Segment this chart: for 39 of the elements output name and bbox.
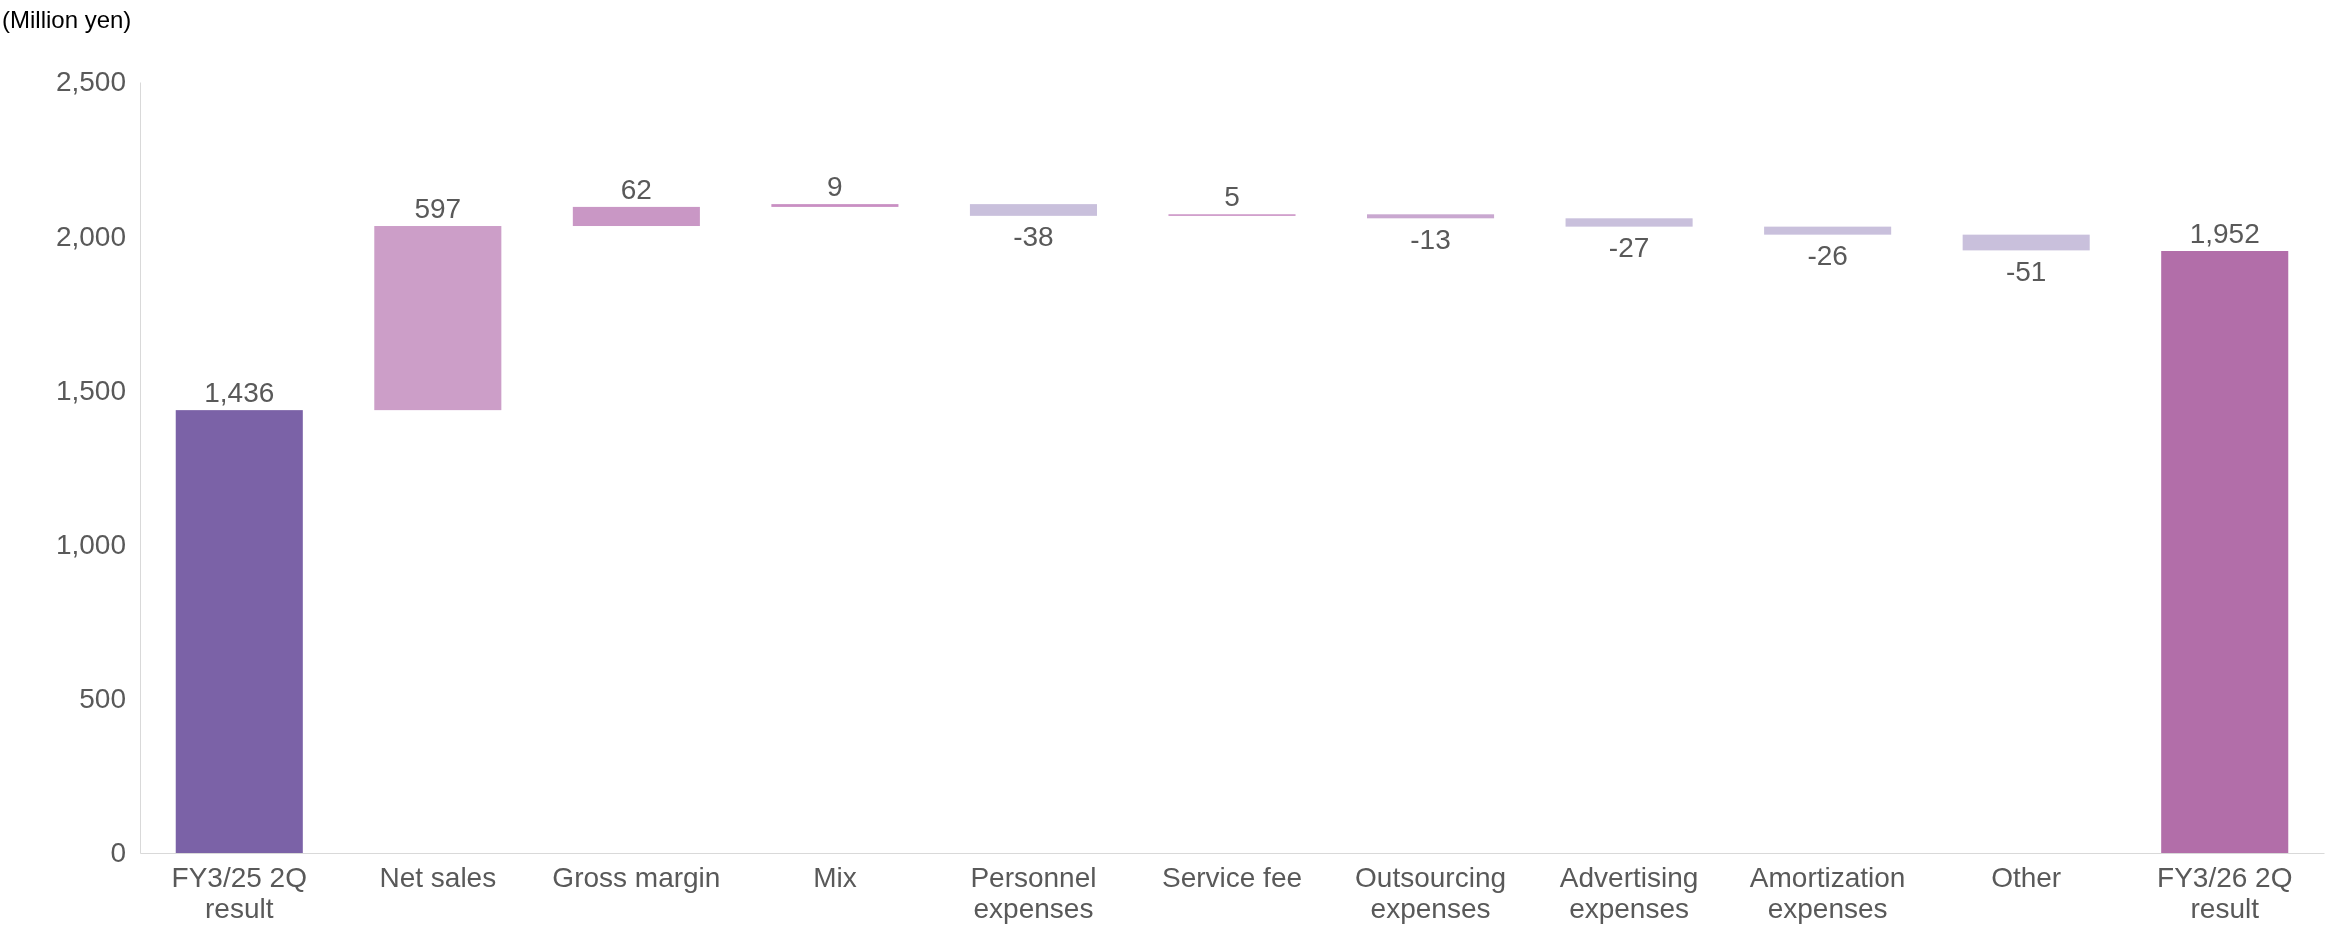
x-tick-label: Personnel expenses (970, 861, 1097, 924)
data-label: -26 (1807, 240, 1848, 272)
bar (771, 204, 899, 207)
bar (2161, 251, 2289, 853)
bar (1962, 234, 2090, 251)
bar (1764, 226, 1892, 235)
x-tick-label: Other (1991, 861, 2062, 893)
bar (175, 410, 303, 853)
data-label: -51 (2005, 255, 2047, 287)
x-tick-label: Amortization expenses (1749, 861, 1906, 924)
y-axis-title: (Million yen) (2, 6, 132, 33)
bar (969, 204, 1097, 216)
y-tick-label: 2,000 (55, 220, 126, 252)
y-tick-label: 0 (110, 837, 126, 869)
data-label: 1,436 (204, 377, 275, 409)
bar (1367, 214, 1495, 219)
x-tick-label: Net sales (379, 861, 497, 893)
data-label: 9 (827, 171, 843, 203)
bar (1565, 218, 1693, 227)
data-label: -38 (1013, 221, 1054, 253)
data-label: -27 (1608, 232, 1650, 264)
bar (374, 226, 502, 411)
x-tick-label: FY3/25 2Q result (171, 861, 307, 924)
y-tick-label: 500 (79, 683, 126, 715)
data-label: 597 (414, 193, 462, 225)
bar (572, 206, 700, 227)
data-label: 62 (620, 173, 652, 205)
x-tick-label: Advertising expenses (1559, 861, 1699, 924)
y-tick-label: 1,000 (55, 529, 126, 561)
data-label: 5 (1224, 181, 1240, 213)
x-tick-label: Outsourcing expenses (1355, 861, 1507, 924)
y-tick-label: 2,500 (55, 66, 126, 98)
y-tick-label: 1,500 (55, 374, 126, 406)
x-tick-label: Service fee (1161, 861, 1303, 893)
x-tick-label: FY3/26 2Q result (2157, 861, 2293, 924)
data-label: 1,952 (2189, 218, 2260, 249)
data-label: -13 (1410, 223, 1451, 255)
x-tick-label: Gross margin (552, 861, 721, 893)
x-tick-label: Mix (813, 861, 857, 893)
